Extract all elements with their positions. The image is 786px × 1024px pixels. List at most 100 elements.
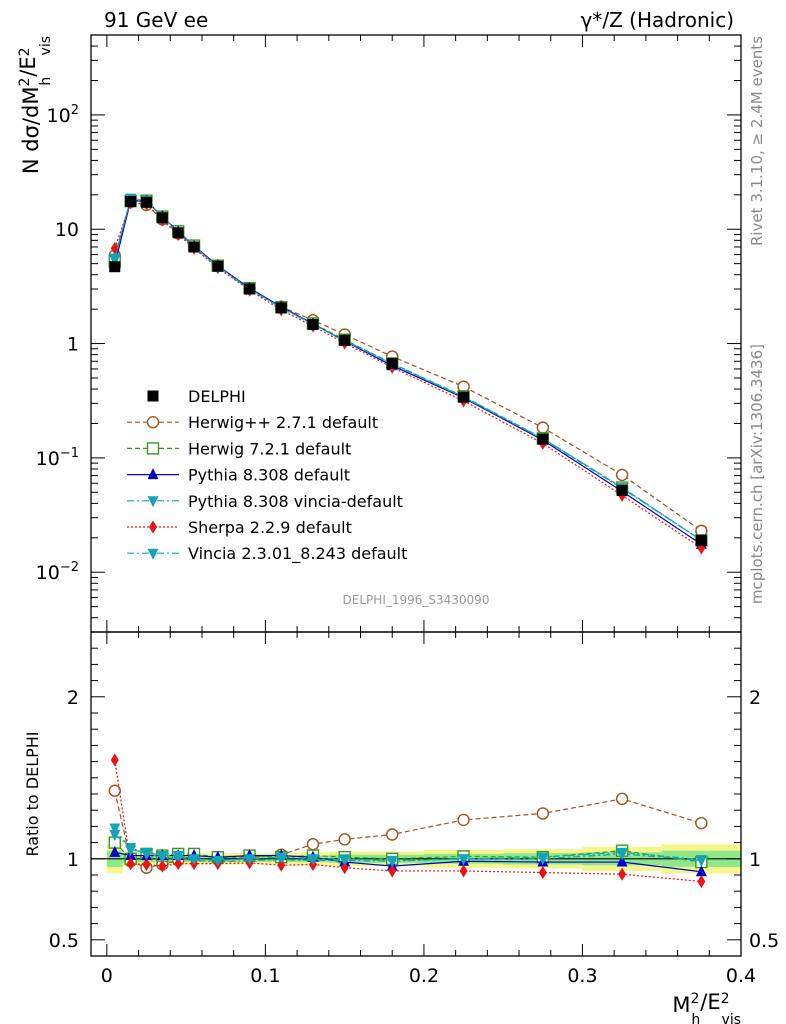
delphi-data-point xyxy=(244,283,256,295)
ratio-y-tick-label-right: 0.5 xyxy=(749,930,779,952)
series-4-ratio-point xyxy=(340,861,349,875)
series-layer xyxy=(108,193,708,888)
x-tick-label: 0.3 xyxy=(567,965,597,987)
legend-marker xyxy=(149,520,157,534)
reference-data-points xyxy=(109,195,707,546)
series-0-ratio-point xyxy=(108,784,121,797)
series-5-main-point xyxy=(109,253,121,265)
x-axis-label: M2 h/E2 vis xyxy=(672,990,741,1024)
series-5-ratio-point xyxy=(458,854,470,866)
y-tick-label: 1 xyxy=(67,334,79,356)
series-4-ratio-point xyxy=(697,874,706,888)
y-tick-label: 10−1 xyxy=(36,446,79,470)
mcplots-note: mcplots.cern.ch [arXiv:1306.3436] xyxy=(748,344,766,604)
delphi-data-point xyxy=(458,391,470,403)
series-2-ratio-point xyxy=(695,865,707,877)
series-5-ratio-point xyxy=(275,852,287,864)
legend-marker xyxy=(147,468,159,480)
series-0-ratio-point xyxy=(695,816,708,830)
series-0-main-point xyxy=(615,468,629,482)
legend-label: DELPHI xyxy=(188,387,246,406)
legend-marker xyxy=(147,548,159,560)
series-5-main-line xyxy=(114,198,702,541)
series-0-main-point xyxy=(536,421,550,434)
delphi-data-point xyxy=(695,534,707,546)
series-4-ratio-point xyxy=(277,858,286,872)
delphi-data-point xyxy=(386,357,398,369)
analysis-tag: DELPHI_1996_S3430090 xyxy=(343,593,490,607)
ratio-y-axis-label: Ratio to DELPHI xyxy=(23,731,42,856)
series-0-ratio-point xyxy=(615,792,629,806)
series-4-ratio-point xyxy=(126,857,135,871)
series-5-ratio-point xyxy=(140,847,152,859)
y-tick-label: 10 xyxy=(55,219,79,241)
x-tick-label: 0.4 xyxy=(726,965,756,987)
delphi-data-point xyxy=(109,261,121,273)
ratio-y-tick-label: 0.5 xyxy=(49,930,79,952)
delphi-data-point xyxy=(537,433,549,445)
series-4-ratio-point xyxy=(158,859,167,873)
series-5-ratio-point xyxy=(616,847,628,859)
axis-ticks xyxy=(91,34,742,957)
series-5-ratio-point xyxy=(244,854,256,866)
series-0-ratio-point xyxy=(338,833,351,846)
delphi-data-point xyxy=(212,260,224,272)
series-5-ratio-point xyxy=(386,855,398,867)
series-5-ratio-point xyxy=(156,851,168,863)
series-4-ratio-point xyxy=(618,867,627,881)
ratio-y-tick-label-right: 2 xyxy=(749,687,761,709)
series-5-ratio-point xyxy=(212,855,224,867)
series-0-ratio-point xyxy=(386,828,399,841)
main-panel-frame xyxy=(90,34,742,633)
axis-labels: 0 0.1 0.2 0.3 0.4 10−2 10−1 1 10 102 0.5 0.5 1 1 2 2 N d… xyxy=(16,36,779,1024)
x-tick-label: 0.1 xyxy=(250,965,280,987)
delphi-data-point xyxy=(307,318,319,330)
series-0-ratio-point xyxy=(306,838,320,851)
header-right-label: γ*/Z (Hadronic) xyxy=(581,8,734,32)
series-0-ratio-point xyxy=(536,807,550,820)
series-4-ratio-point xyxy=(142,857,151,871)
series-4-ratio-line xyxy=(114,759,702,883)
series-5-ratio-point xyxy=(172,851,184,863)
series-4-main-line xyxy=(114,202,702,549)
delphi-data-point xyxy=(156,212,168,224)
header-left-label: 91 GeV ee xyxy=(104,8,208,32)
series-5-ratio-point xyxy=(188,854,200,866)
legend-marker xyxy=(146,442,160,455)
ratio-y-tick-label: 1 xyxy=(67,849,79,871)
series-5-ratio-point xyxy=(307,854,319,866)
series-5-ratio-point xyxy=(339,854,351,866)
ratio-panel-frame xyxy=(90,631,742,957)
ratio-y-tick-label-right: 1 xyxy=(749,849,761,871)
delphi-data-point xyxy=(140,196,152,208)
series-3-ratio-line xyxy=(114,834,702,863)
legend-label: Herwig 7.2.1 default xyxy=(188,439,351,458)
legend-label: Herwig++ 2.7.1 default xyxy=(188,413,378,432)
legend-marker xyxy=(147,496,159,508)
legend-marker xyxy=(147,390,159,402)
legend: DELPHI Herwig++ 2.7.1 default Herwig 7.2.1… xyxy=(127,387,407,564)
series-4-ratio-point xyxy=(459,864,468,878)
delphi-data-point xyxy=(188,241,200,253)
series-4-ratio-point xyxy=(174,857,183,871)
delphi-data-point xyxy=(339,334,351,346)
y-tick-label: 102 xyxy=(47,103,79,127)
series-5-ratio-point xyxy=(695,855,707,867)
series-1-ratio-line xyxy=(114,842,702,863)
series-5-ratio-point xyxy=(109,823,121,835)
series-5-ratio-line xyxy=(114,827,702,862)
delphi-data-point xyxy=(125,195,137,207)
ratio-y-tick-label: 2 xyxy=(67,687,79,709)
legend-label: Sherpa 2.2.9 default xyxy=(188,518,352,537)
rivet-version-note: Rivet 3.1.10, ≥ 2.4M events xyxy=(748,36,766,246)
x-tick-label: 0 xyxy=(101,965,113,987)
main-y-axis-label: N dσ/dM2 h/E2 vis xyxy=(16,36,54,174)
series-4-ratio-point xyxy=(110,753,119,767)
legend-label: Pythia 8.308 vincia-default xyxy=(188,492,403,511)
series-2-ratio-point xyxy=(109,845,121,857)
series-0-main-line xyxy=(114,201,702,532)
legend-label: Pythia 8.308 default xyxy=(188,466,350,485)
series-4-ratio-point xyxy=(388,864,397,878)
delphi-data-point xyxy=(275,302,287,314)
series-0-ratio-point xyxy=(457,813,470,827)
